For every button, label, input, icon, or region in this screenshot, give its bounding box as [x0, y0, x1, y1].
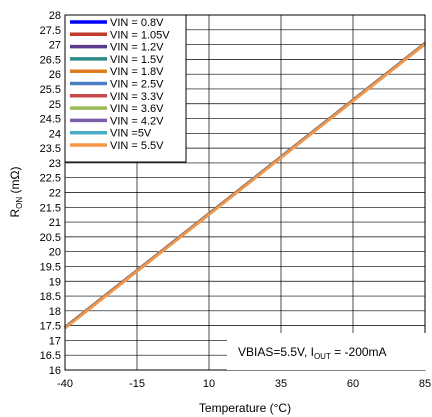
x-tick-label: 35 — [275, 378, 287, 390]
annotation-box — [227, 333, 426, 370]
y-tick-label: 20 — [49, 247, 61, 259]
y-tick-label: 23 — [49, 158, 61, 170]
legend-label: VIN = 1.2V — [110, 42, 164, 54]
x-tick-labels: -40 -15 10 35 60 85 — [57, 378, 431, 390]
x-tick-label: 60 — [347, 378, 359, 390]
y-tick-label: 17 — [49, 335, 61, 347]
annotation-sub: OUT — [314, 352, 331, 361]
y-tick-label: 22 — [49, 188, 61, 200]
y-axis-title: RON (mΩ) — [8, 167, 24, 218]
y-tick-label: 23.5 — [40, 143, 61, 155]
y-tick-label: 24 — [49, 128, 61, 140]
y-tick-label: 18.5 — [40, 291, 61, 303]
y-tick-label: 16.5 — [40, 350, 61, 362]
y-tick-label: 25 — [49, 99, 61, 111]
annotation: VBIAS=5.5V, IOUT = -200mA — [227, 333, 426, 370]
y-axis-title-tail: (mΩ) — [8, 167, 22, 197]
x-tick-label: -40 — [57, 378, 73, 390]
y-axis-title-sub: ON — [15, 197, 24, 209]
y-axis-title-main: R — [8, 208, 22, 217]
y-tick-label: 26.5 — [40, 54, 61, 66]
y-tick-label: 17.5 — [40, 321, 61, 333]
legend-label: VIN = 3.6V — [110, 103, 164, 115]
legend-label: VIN = 5.5V — [110, 140, 164, 152]
annotation-text: VBIAS=5.5V, IOUT = -200mA — [238, 345, 387, 361]
annotation-pre: VBIAS=5.5V, I — [238, 345, 314, 359]
y-tick-label: 26 — [49, 69, 61, 81]
x-tick-label: 10 — [203, 378, 215, 390]
y-tick-label: 19.5 — [40, 261, 61, 273]
y-tick-label: 24.5 — [40, 114, 61, 126]
y-tick-label: 22.5 — [40, 173, 61, 185]
x-tick-label: 85 — [419, 378, 431, 390]
y-tick-label: 18 — [49, 306, 61, 318]
y-tick-label: 21 — [49, 217, 61, 229]
x-axis-title: Temperature (°C) — [199, 401, 291, 415]
legend-label: VIN = 3.3V — [110, 91, 164, 103]
legend-label: VIN = 2.5V — [110, 79, 164, 91]
y-tick-label: 25.5 — [40, 84, 61, 96]
y-tick-label: 27.5 — [40, 25, 61, 37]
legend-label: VIN =5V — [110, 128, 152, 140]
y-tick-label: 28 — [49, 10, 61, 22]
series-line — [64, 43, 426, 330]
legend-label: VIN = 1.5V — [110, 54, 164, 66]
x-tick-label: -15 — [129, 378, 145, 390]
annotation-post: = -200mA — [331, 345, 387, 359]
legend-label: VIN = 1.8V — [110, 66, 164, 78]
y-tick-label: 20.5 — [40, 232, 61, 244]
legend-box — [64, 14, 187, 163]
y-tick-label: 21.5 — [40, 202, 61, 214]
y-tick-label: 16 — [49, 365, 61, 377]
legend-label: VIN = 1.05V — [110, 29, 170, 41]
legend-label: VIN = 0.8V — [110, 17, 164, 29]
legend-label: VIN = 4.2V — [110, 115, 164, 127]
y-tick-labels: 16 16.5 17 17.5 18 18.5 19 19.5 20 20.5 21 21.5 22 22… — [40, 10, 61, 377]
y-tick-label: 19 — [49, 276, 61, 288]
y-tick-label: 27 — [49, 40, 61, 52]
series-lines — [64, 42, 426, 330]
